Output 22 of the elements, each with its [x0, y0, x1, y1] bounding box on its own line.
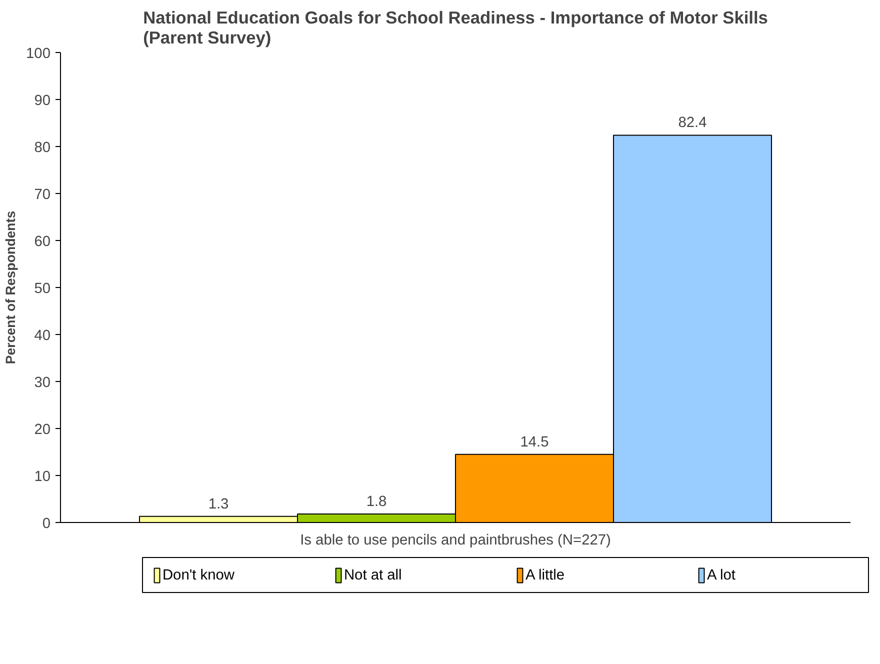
y-tick-label: 0 [42, 516, 51, 532]
data-label: 1.8 [366, 494, 387, 510]
y-axis-title: Percent of Respondents [3, 210, 18, 364]
y-tick-label: 30 [34, 375, 51, 391]
y-tick-label: 70 [34, 187, 51, 203]
legend-label: Not at all [344, 568, 402, 584]
data-label: 14.5 [520, 434, 549, 450]
data-label: 82.4 [678, 115, 707, 132]
legend-label: A lot [706, 568, 736, 584]
chart-title: National Education Goals for School Readiness - Importance of Motor Skills (Parent Survey) [143, 8, 768, 48]
y-tick-label: 90 [34, 93, 51, 109]
legend-label: Don't know [162, 568, 235, 584]
y-tick-label: 10 [34, 469, 51, 485]
x-tick-label: Is able to use pencils and paintbrushes (N=227) [300, 532, 611, 548]
y-tick-label: 100 [26, 46, 51, 62]
y-tick-label: 20 [34, 422, 51, 438]
legend-label: A little [525, 568, 565, 584]
y-tick-label: 80 [34, 140, 51, 156]
data-label: 1.3 [208, 496, 229, 512]
y-tick-label: 40 [34, 328, 51, 344]
y-tick-label: 50 [34, 281, 51, 297]
y-tick-label: 60 [34, 234, 51, 250]
